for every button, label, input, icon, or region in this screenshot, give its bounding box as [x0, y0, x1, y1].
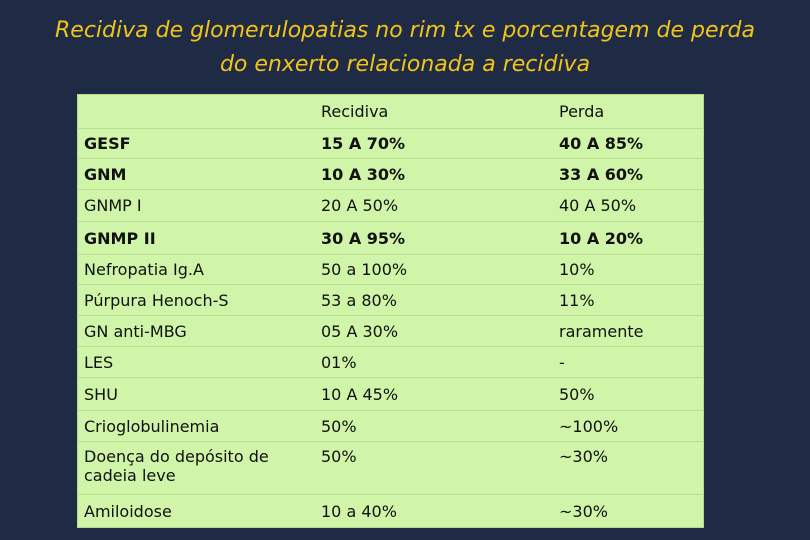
recidiva-cell: 30 A 95%	[321, 228, 406, 248]
perda-cell: 40 A 85%	[559, 134, 644, 153]
disease-cell: Crioglobulinemia	[84, 416, 220, 436]
table-row: Doença do depósito de cadeia leve 50% ~3…	[78, 441, 703, 494]
disease-cell: GESF	[84, 134, 131, 153]
disease-cell: SHU	[84, 384, 118, 404]
table-row: GESF 15 A 70% 40 A 85%	[78, 128, 703, 158]
table-row: Púrpura Henoch-S 53 a 80% 11%	[78, 284, 703, 315]
table-row: LES 01% -	[78, 346, 703, 377]
recidiva-cell: 05 A 30%	[321, 321, 399, 341]
disease-cell: Amiloidose	[84, 501, 172, 521]
header-perda: Perda	[559, 102, 605, 121]
disease-cell: Doença do depósito de cadeia leve	[84, 447, 269, 485]
perda-cell: 40 A 50%	[559, 196, 637, 215]
table-row: GNMP I 20 A 50% 40 A 50%	[78, 189, 703, 221]
recidiva-cell: 20 A 50%	[321, 196, 399, 215]
header-empty	[84, 95, 316, 128]
recidiva-cell: 10 a 40%	[321, 501, 397, 521]
recidiva-cell: 15 A 70%	[321, 134, 406, 153]
disease-cell: Nefropatia Ig.A	[84, 260, 204, 279]
table-row: GNMP II 30 A 95% 10 A 20%	[78, 221, 703, 254]
recidiva-cell: 50 a 100%	[321, 260, 408, 279]
disease-cell: GNMP I	[84, 196, 142, 215]
table-row: Crioglobulinemia 50% ~100%	[78, 410, 703, 441]
disease-cell: GNMP II	[84, 228, 156, 248]
table-row: Amiloidose 10 a 40% ~30%	[78, 494, 703, 527]
perda-cell: ~30%	[559, 447, 608, 466]
perda-cell: raramente	[559, 321, 644, 341]
perda-cell: ~30%	[559, 501, 608, 521]
perda-cell: ~100%	[559, 416, 619, 436]
recidiva-cell: 53 a 80%	[321, 290, 397, 310]
recurrence-table: Recidiva Perda GESF 15 A 70% 40 A 85% GN…	[77, 94, 704, 528]
disease-cell: Púrpura Henoch-S	[84, 290, 229, 310]
recidiva-cell: 10 A 45%	[321, 384, 399, 404]
slide-title: Recidiva de glomerulopatias no rim tx e …	[55, 18, 755, 77]
perda-cell: 11%	[559, 290, 595, 310]
perda-cell: 10%	[559, 260, 595, 279]
disease-cell: LES	[84, 352, 114, 372]
table-header-row: Recidiva Perda	[78, 95, 703, 128]
recidiva-cell: 50%	[321, 416, 357, 436]
table-row: Nefropatia Ig.A 50 a 100% 10%	[78, 254, 703, 284]
disease-cell: GNM	[84, 164, 127, 184]
perda-cell: 33 A 60%	[559, 164, 644, 184]
perda-cell: 50%	[559, 384, 595, 404]
recidiva-cell: 50%	[321, 447, 357, 466]
perda-cell: 10 A 20%	[559, 228, 644, 248]
recidiva-cell: 01%	[321, 352, 357, 372]
disease-cell: GN anti-MBG	[84, 321, 187, 341]
header-recidiva: Recidiva	[321, 102, 389, 121]
table-row: SHU 10 A 45% 50%	[78, 377, 703, 410]
table-row: GNM 10 A 30% 33 A 60%	[78, 158, 703, 189]
recidiva-cell: 10 A 30%	[321, 164, 406, 184]
perda-cell: -	[559, 352, 565, 372]
table-row: GN anti-MBG 05 A 30% raramente	[78, 315, 703, 346]
